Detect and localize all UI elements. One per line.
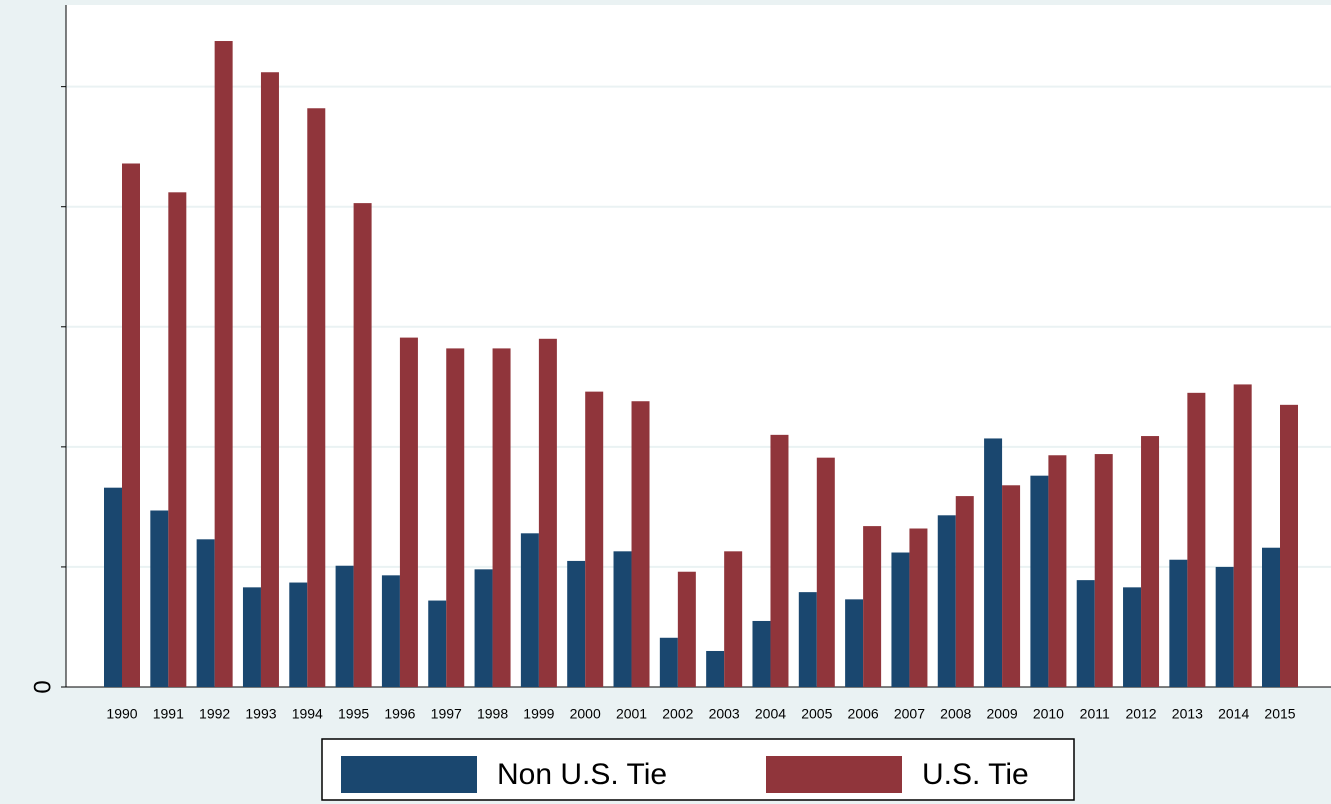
legend-swatch (341, 756, 477, 793)
x-tick-label: 1992 (199, 706, 230, 722)
y-tick-label: 0 (29, 680, 56, 693)
x-tick-label: 1993 (245, 706, 276, 722)
bar (242, 587, 261, 687)
x-tick-label: 2013 (1172, 706, 1203, 722)
bar (104, 487, 122, 687)
x-tick-label: 2008 (940, 706, 971, 722)
bar (613, 551, 632, 687)
bar (706, 650, 725, 687)
bar (909, 528, 928, 687)
legend-label: U.S. Tie (922, 758, 1029, 791)
bar (196, 539, 215, 687)
bar (937, 515, 956, 687)
bar (446, 348, 465, 687)
bar (1169, 559, 1188, 687)
bar (168, 192, 187, 687)
bar (816, 457, 835, 687)
x-tick-label: 1991 (153, 706, 184, 722)
bar (659, 637, 678, 687)
bar (1262, 547, 1280, 687)
x-tick-label: 2001 (616, 706, 647, 722)
x-tick-label: 2009 (987, 706, 1018, 722)
legend-label: Non U.S. Tie (497, 758, 667, 791)
x-tick-label: 1995 (338, 706, 369, 722)
bar (428, 600, 447, 687)
x-tick-label: 2010 (1033, 706, 1064, 722)
bar (381, 575, 400, 687)
bar (1141, 436, 1160, 687)
bar (335, 565, 354, 687)
bar (1094, 454, 1113, 687)
bar (399, 337, 418, 687)
x-tick-label: 1994 (292, 706, 323, 722)
bar (984, 438, 1003, 687)
x-tick-label: 2007 (894, 706, 925, 722)
x-tick-label: 2006 (848, 706, 879, 722)
bar (1280, 404, 1298, 687)
bar (677, 571, 696, 687)
x-tick-label: 1997 (431, 706, 462, 722)
bar (845, 599, 864, 687)
bar (1123, 587, 1142, 687)
x-tick-label: 2012 (1125, 706, 1156, 722)
bar (631, 401, 650, 687)
x-tick-label: 1990 (106, 706, 137, 722)
x-tick-label: 1999 (523, 706, 554, 722)
bar (567, 560, 586, 687)
bar (891, 552, 910, 687)
bar (122, 163, 140, 688)
bar (1048, 455, 1067, 687)
x-tick-label: 2014 (1218, 706, 1249, 722)
bar (752, 620, 771, 687)
bar (353, 203, 372, 687)
bar (1002, 485, 1021, 687)
bar (214, 41, 233, 688)
x-tick-label: 2000 (570, 706, 601, 722)
bar (1030, 475, 1049, 687)
bar (150, 510, 169, 687)
bar (1233, 384, 1252, 687)
bar (724, 551, 743, 687)
bar (585, 391, 604, 687)
x-tick-label: 1996 (384, 706, 415, 722)
x-tick-label: 2004 (755, 706, 786, 722)
bar (492, 348, 511, 687)
legend-swatch (766, 756, 902, 793)
bar (1215, 566, 1234, 687)
x-tick-label: 2015 (1264, 706, 1295, 722)
bar (955, 496, 974, 687)
bar (307, 108, 326, 688)
x-tick-label: 1998 (477, 706, 508, 722)
bar (1076, 580, 1095, 687)
bar (474, 569, 493, 687)
x-tick-label: 2011 (1080, 706, 1110, 722)
bar (260, 72, 279, 687)
x-tick-label: 2002 (662, 706, 693, 722)
bar (863, 526, 882, 687)
x-tick-label: 2005 (801, 706, 832, 722)
bar (770, 434, 789, 687)
bar (798, 592, 817, 687)
bar (289, 582, 308, 687)
bar (520, 533, 539, 687)
x-tick-label: 2003 (709, 706, 740, 722)
bar (1187, 392, 1206, 687)
bar (538, 338, 557, 687)
